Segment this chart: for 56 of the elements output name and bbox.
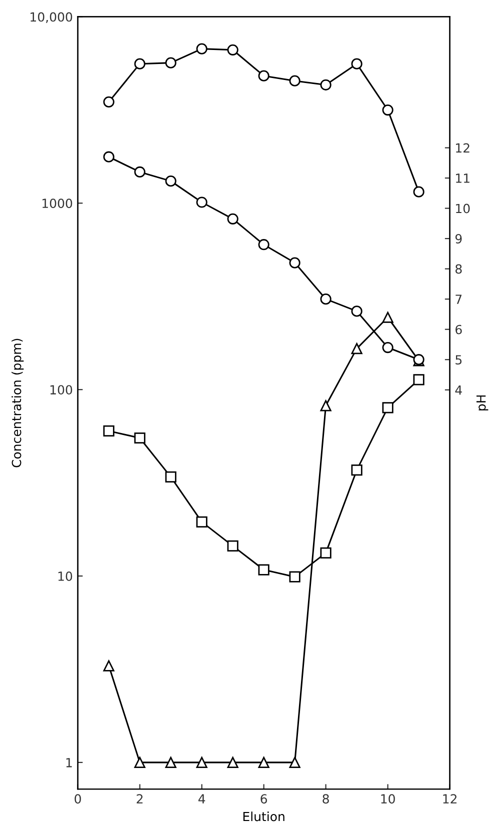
point [320,547,332,558]
y-tick-label: 1000 [42,198,72,208]
x-tick-label: 8 [322,794,329,804]
point [196,756,208,768]
point [258,70,270,82]
point [351,58,362,70]
point [351,464,362,476]
x-axis-title: Elution [243,812,284,822]
point [134,432,146,444]
point [196,43,208,54]
y2-tick-label: 11 [456,174,470,183]
point [258,756,270,768]
y2-tick-label: 7 [456,294,462,304]
point [382,402,394,414]
x-tick-label: 0 [74,794,81,804]
y2-axis-title: pH [476,395,488,410]
point [227,540,238,552]
x-tick-label: 10 [381,794,395,804]
y2-tick-label: 12 [456,143,470,153]
x-tick-label: 4 [198,794,206,804]
point [320,400,332,412]
y2-tick-label: 4 [455,386,462,395]
y-tick-label: 10 [58,571,72,581]
point [196,516,208,528]
y-tick-label: 100 [50,385,72,395]
point [382,104,394,116]
point [320,79,332,90]
point [413,186,424,198]
point [258,564,270,576]
point [134,58,146,70]
point [227,44,238,56]
y2-tick-label: 10 [456,204,470,214]
point [227,756,238,768]
y2-tick-label: 6 [456,324,462,334]
y-tick-label: 10,000 [30,12,72,23]
y2-tick-label: 8 [456,264,462,274]
point [103,660,114,672]
point [165,471,176,482]
point [289,75,300,86]
y2-tick-label: 9 [455,234,462,244]
point [382,312,394,323]
point [351,343,362,354]
point [103,96,114,108]
point [289,571,300,582]
point [103,425,114,437]
y2-tick-label: 5 [456,355,462,365]
y-axis-title: Concentration (ppm) [12,338,24,468]
x-tick-label: 6 [260,794,267,804]
y-tick-label: 1 [66,758,72,768]
point [289,756,300,768]
point [413,374,424,386]
point [134,756,146,768]
point [165,57,176,68]
x-tick-label: 12 [443,794,456,804]
point [165,756,176,768]
x-tick-label: 2 [136,794,143,804]
